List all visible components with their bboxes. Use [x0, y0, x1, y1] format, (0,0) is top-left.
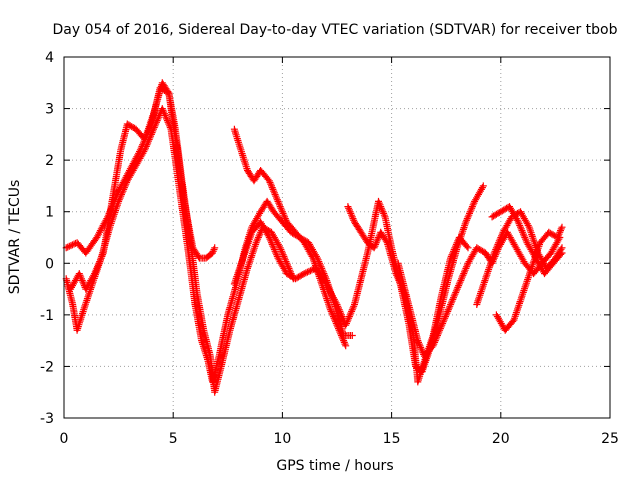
y-tick-label: -2	[40, 359, 54, 375]
plot-border	[63, 56, 611, 419]
series-track-9	[492, 223, 566, 334]
x-tick-label: 25	[601, 431, 619, 447]
chart-title: Day 054 of 2016, Sidereal Day-to-day VTE…	[52, 22, 617, 38]
plus-markers	[492, 223, 566, 334]
plus-markers	[67, 79, 219, 293]
plus-markers	[488, 203, 566, 278]
plus-markers	[62, 84, 297, 396]
x-tick-label: 20	[492, 431, 510, 447]
y-tick-label: -3	[40, 411, 54, 427]
axis-tick-labels: 0 5 10 15 20 25 -3 -2 -1 0 1 2 3 4	[40, 50, 619, 447]
data-points	[62, 79, 566, 396]
x-tick-label: 0	[60, 431, 69, 447]
series-track-10	[488, 203, 566, 278]
y-tick-label: 4	[45, 50, 54, 66]
series-track-4	[230, 125, 350, 350]
y-axis-label: SDTVAR / TECUs	[7, 180, 23, 295]
x-tick-label: 5	[169, 431, 178, 447]
y-tick-label: 0	[45, 256, 54, 272]
x-tick-label: 10	[273, 431, 291, 447]
plus-markers	[230, 125, 350, 350]
y-tick-label: 2	[45, 153, 54, 169]
x-tick-label: 15	[383, 431, 401, 447]
y-tick-label: -1	[40, 308, 54, 324]
x-axis-label: GPS time / hours	[276, 458, 393, 474]
series-track-1	[62, 84, 297, 396]
series-track-3	[67, 79, 219, 293]
y-tick-label: 1	[45, 205, 54, 221]
y-tick-label: 3	[45, 102, 54, 118]
